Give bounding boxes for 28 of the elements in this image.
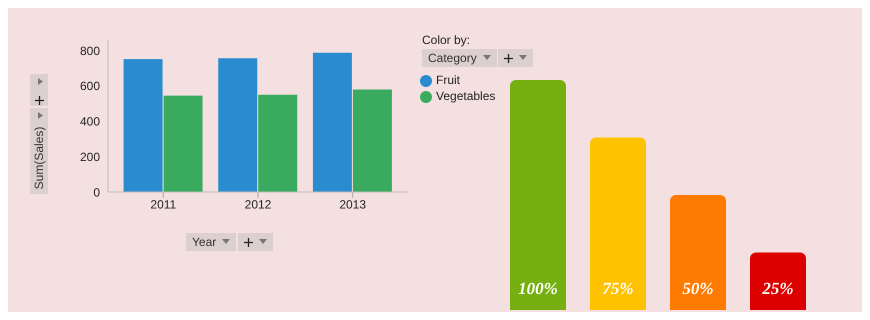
x-axis-title: Year [192, 235, 216, 249]
data-label: 75% [602, 279, 634, 298]
legend-title: Color by: [422, 33, 470, 47]
text: Category [428, 51, 477, 65]
bar [164, 96, 203, 192]
legend-label: Vegetables [436, 89, 496, 103]
y-tick-label: 0 [93, 185, 100, 200]
y-tick-label: 400 [80, 114, 100, 129]
bar [124, 59, 163, 192]
y-tick-label: 800 [80, 44, 100, 58]
x-tick-label: 2013 [339, 198, 366, 212]
bar [750, 252, 806, 310]
y-axis-title: Sum(Sales) [32, 126, 46, 190]
bar [312, 52, 352, 192]
bar [510, 80, 566, 310]
bar [218, 58, 258, 192]
bar [258, 94, 298, 192]
data-label: 100% [518, 279, 558, 298]
bar [352, 89, 392, 192]
legend-label: Fruit [436, 73, 460, 87]
bar [670, 195, 726, 310]
data-label: 25% [761, 279, 794, 298]
y-tick-label: 200 [80, 150, 100, 164]
y-tick-label: 600 [80, 79, 100, 94]
bar [590, 138, 646, 310]
data-label: 50% [682, 279, 714, 298]
x-tick-label: 2011 [150, 198, 177, 212]
x-tick-label: 2012 [244, 198, 272, 212]
